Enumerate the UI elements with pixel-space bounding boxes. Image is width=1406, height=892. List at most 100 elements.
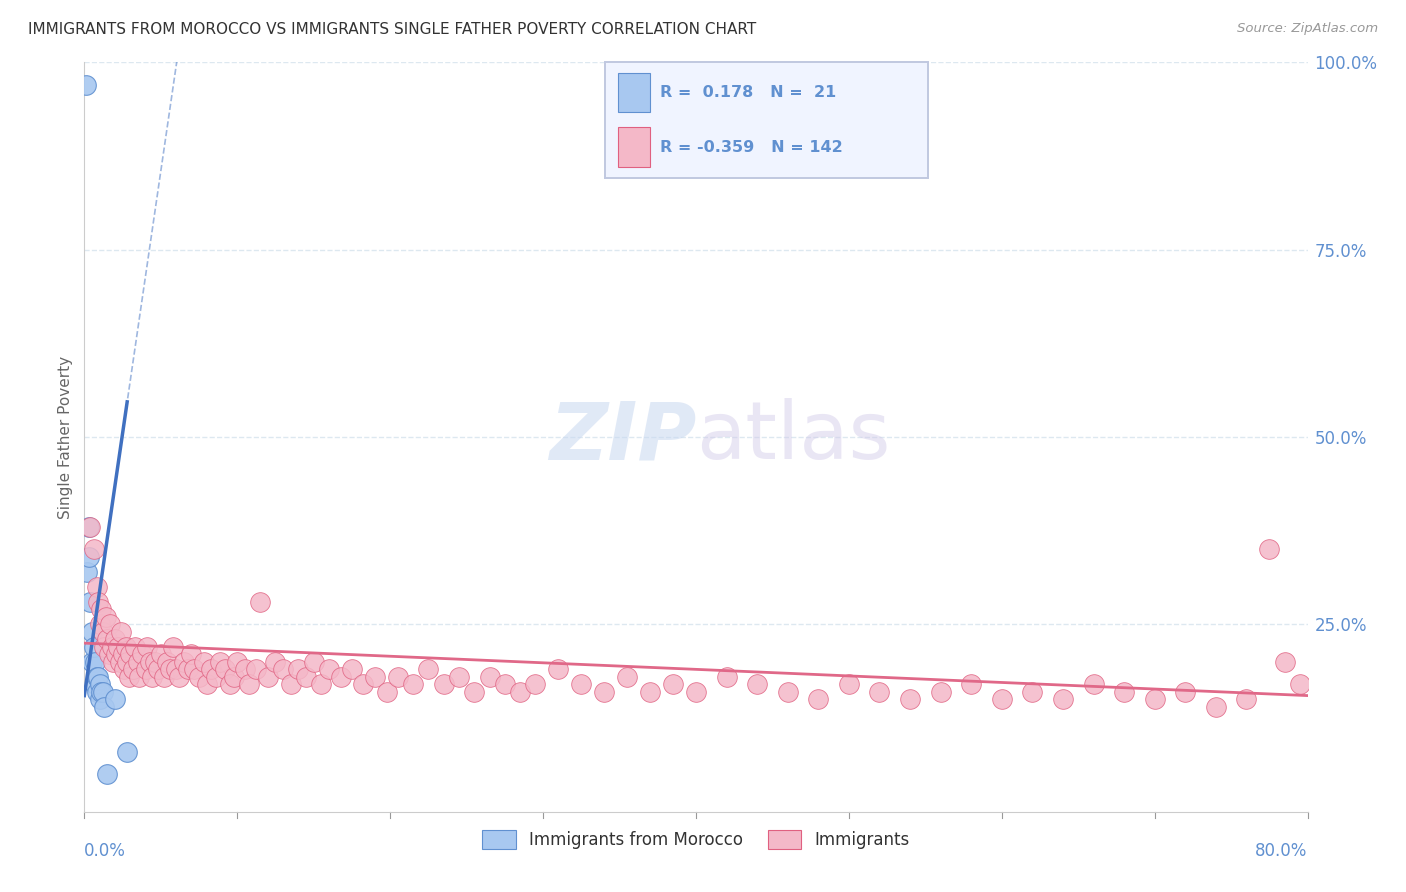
- Text: 0.0%: 0.0%: [84, 842, 127, 860]
- Point: [1289, 677, 1312, 691]
- Point: [509, 685, 531, 699]
- Point: [96, 767, 118, 781]
- Point: [101, 640, 124, 654]
- Point: [80, 655, 103, 669]
- FancyBboxPatch shape: [617, 128, 650, 167]
- Point: [146, 662, 169, 676]
- Point: [352, 677, 374, 691]
- Point: [84, 655, 107, 669]
- Point: [90, 602, 112, 616]
- Point: [104, 632, 127, 647]
- Point: [149, 648, 172, 662]
- Point: [463, 685, 485, 699]
- Point: [135, 662, 157, 676]
- Point: [340, 662, 363, 676]
- Point: [77, 549, 100, 564]
- Point: [838, 677, 860, 691]
- Point: [364, 670, 387, 684]
- Text: Source: ZipAtlas.com: Source: ZipAtlas.com: [1237, 22, 1378, 36]
- Point: [638, 685, 661, 699]
- Point: [205, 670, 228, 684]
- Text: R =  0.178   N =  21: R = 0.178 N = 21: [659, 85, 835, 100]
- Point: [104, 692, 127, 706]
- Point: [524, 677, 547, 691]
- Point: [118, 670, 141, 684]
- Point: [1236, 692, 1258, 706]
- Point: [402, 677, 425, 691]
- Point: [1205, 699, 1227, 714]
- Point: [156, 655, 179, 669]
- Point: [136, 640, 159, 654]
- Point: [807, 692, 830, 706]
- Point: [79, 595, 101, 609]
- Point: [89, 692, 111, 706]
- Point: [112, 662, 135, 676]
- Point: [478, 670, 501, 684]
- Point: [257, 670, 280, 684]
- Point: [238, 677, 260, 691]
- Point: [96, 632, 118, 647]
- Point: [245, 662, 267, 676]
- Text: 80.0%: 80.0%: [1256, 842, 1308, 860]
- Point: [249, 595, 271, 609]
- Point: [569, 677, 592, 691]
- Point: [127, 655, 149, 669]
- Point: [311, 677, 333, 691]
- Point: [188, 670, 211, 684]
- Point: [1274, 655, 1296, 669]
- Point: [91, 624, 114, 639]
- Point: [776, 685, 799, 699]
- Legend: Immigrants from Morocco, Immigrants: Immigrants from Morocco, Immigrants: [475, 823, 917, 855]
- Point: [115, 745, 138, 759]
- Point: [75, 78, 97, 92]
- Point: [898, 692, 921, 706]
- Point: [103, 655, 125, 669]
- Text: R = -0.359   N = 142: R = -0.359 N = 142: [659, 139, 842, 154]
- Point: [547, 662, 569, 676]
- Point: [869, 685, 891, 699]
- Point: [209, 655, 232, 669]
- Point: [1052, 692, 1074, 706]
- Point: [929, 685, 952, 699]
- Point: [218, 677, 240, 691]
- Point: [747, 677, 769, 691]
- Point: [79, 520, 101, 534]
- Point: [83, 640, 105, 654]
- Point: [153, 670, 176, 684]
- Point: [224, 670, 246, 684]
- Point: [318, 662, 340, 676]
- Point: [173, 655, 195, 669]
- Point: [86, 685, 108, 699]
- Text: IMMIGRANTS FROM MOROCCO VS IMMIGRANTS SINGLE FATHER POVERTY CORRELATION CHART: IMMIGRANTS FROM MOROCCO VS IMMIGRANTS SI…: [28, 22, 756, 37]
- FancyBboxPatch shape: [617, 73, 650, 112]
- Point: [287, 662, 309, 676]
- Point: [264, 655, 287, 669]
- Point: [280, 677, 302, 691]
- Point: [114, 640, 136, 654]
- Point: [89, 677, 111, 691]
- Point: [716, 670, 738, 684]
- Point: [1021, 685, 1043, 699]
- Point: [97, 648, 120, 662]
- Text: ZIP: ZIP: [548, 398, 696, 476]
- Point: [84, 677, 107, 691]
- Point: [1083, 677, 1105, 691]
- Point: [98, 617, 121, 632]
- Point: [180, 648, 202, 662]
- Point: [177, 662, 200, 676]
- Point: [159, 662, 181, 676]
- Point: [1258, 542, 1281, 557]
- Point: [94, 610, 117, 624]
- Point: [128, 670, 150, 684]
- Point: [447, 670, 470, 684]
- Point: [115, 655, 138, 669]
- Point: [991, 692, 1014, 706]
- Point: [295, 670, 318, 684]
- Point: [108, 655, 131, 669]
- Point: [183, 662, 205, 676]
- Point: [107, 640, 129, 654]
- Point: [110, 624, 132, 639]
- Point: [93, 699, 115, 714]
- Point: [89, 617, 111, 632]
- Point: [131, 648, 153, 662]
